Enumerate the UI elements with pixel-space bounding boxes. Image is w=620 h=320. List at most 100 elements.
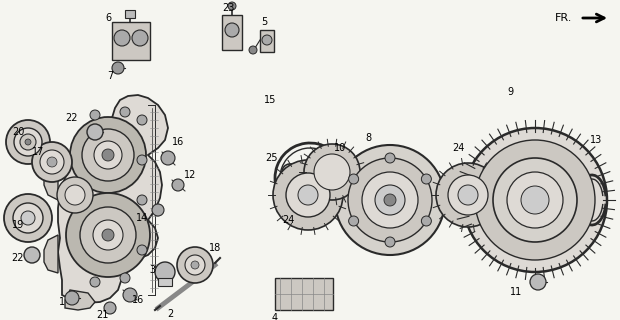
Circle shape <box>70 117 146 193</box>
Circle shape <box>362 172 418 228</box>
Circle shape <box>87 124 103 140</box>
Bar <box>260 30 274 52</box>
Circle shape <box>161 151 175 165</box>
Text: 19: 19 <box>12 220 24 230</box>
Circle shape <box>65 291 79 305</box>
Text: 13: 13 <box>590 135 602 145</box>
Circle shape <box>422 174 432 184</box>
Circle shape <box>137 195 147 205</box>
Circle shape <box>348 216 358 226</box>
Circle shape <box>137 115 147 125</box>
Text: 2: 2 <box>167 309 173 319</box>
Text: 16: 16 <box>172 137 184 147</box>
Circle shape <box>304 144 360 200</box>
Circle shape <box>314 154 350 190</box>
Circle shape <box>93 220 123 250</box>
Circle shape <box>120 107 130 117</box>
Circle shape <box>521 186 549 214</box>
Circle shape <box>152 204 164 216</box>
Circle shape <box>335 145 445 255</box>
Circle shape <box>114 30 130 46</box>
Circle shape <box>6 120 50 164</box>
Circle shape <box>375 185 405 215</box>
Circle shape <box>13 203 43 233</box>
Circle shape <box>155 262 175 282</box>
Text: 14: 14 <box>136 213 148 223</box>
Circle shape <box>137 155 147 165</box>
Circle shape <box>112 62 124 74</box>
Circle shape <box>25 139 31 145</box>
Circle shape <box>102 229 114 241</box>
Circle shape <box>458 185 478 205</box>
Text: 22: 22 <box>12 253 24 263</box>
Text: 11: 11 <box>510 287 522 297</box>
Text: 6: 6 <box>105 13 111 23</box>
Circle shape <box>80 207 136 263</box>
Circle shape <box>385 153 395 163</box>
Polygon shape <box>58 95 168 303</box>
Circle shape <box>82 129 134 181</box>
Text: 21: 21 <box>96 310 108 320</box>
Circle shape <box>225 23 239 37</box>
Circle shape <box>228 2 236 10</box>
Bar <box>112 22 150 60</box>
Circle shape <box>298 185 318 205</box>
Text: 17: 17 <box>32 147 44 157</box>
Circle shape <box>384 194 396 206</box>
Circle shape <box>4 194 52 242</box>
Circle shape <box>21 211 35 225</box>
Circle shape <box>262 35 272 45</box>
Circle shape <box>385 237 395 247</box>
Bar <box>158 278 172 286</box>
Circle shape <box>90 110 100 120</box>
Circle shape <box>102 149 114 161</box>
Text: 1: 1 <box>59 297 65 307</box>
Circle shape <box>137 245 147 255</box>
Circle shape <box>123 288 137 302</box>
Circle shape <box>463 128 607 272</box>
Polygon shape <box>44 155 58 200</box>
Circle shape <box>177 247 213 283</box>
Circle shape <box>57 177 93 213</box>
Circle shape <box>422 216 432 226</box>
Circle shape <box>348 174 358 184</box>
Text: 7: 7 <box>107 71 113 81</box>
Text: 3: 3 <box>149 265 155 275</box>
Circle shape <box>40 150 64 174</box>
Bar <box>125 10 135 18</box>
Circle shape <box>273 160 343 230</box>
Circle shape <box>120 273 130 283</box>
Circle shape <box>475 140 595 260</box>
Circle shape <box>286 173 330 217</box>
Text: 24: 24 <box>282 215 294 225</box>
Circle shape <box>172 179 184 191</box>
Text: 8: 8 <box>365 133 371 143</box>
Circle shape <box>436 163 500 227</box>
Text: 15: 15 <box>264 95 276 105</box>
Circle shape <box>507 172 563 228</box>
Circle shape <box>20 134 36 150</box>
Circle shape <box>90 277 100 287</box>
Circle shape <box>448 175 488 215</box>
Circle shape <box>493 158 577 242</box>
Text: 9: 9 <box>507 87 513 97</box>
Text: 22: 22 <box>66 113 78 123</box>
Polygon shape <box>65 290 95 310</box>
Text: 23: 23 <box>222 3 234 13</box>
Circle shape <box>65 185 85 205</box>
Circle shape <box>14 128 42 156</box>
Circle shape <box>94 141 122 169</box>
Text: 24: 24 <box>452 143 464 153</box>
Circle shape <box>47 157 57 167</box>
Circle shape <box>32 142 72 182</box>
Text: 4: 4 <box>272 313 278 320</box>
Circle shape <box>185 255 205 275</box>
Text: 18: 18 <box>209 243 221 253</box>
Circle shape <box>530 274 546 290</box>
Text: 25: 25 <box>266 153 278 163</box>
Circle shape <box>191 261 199 269</box>
Text: 12: 12 <box>184 170 196 180</box>
Circle shape <box>249 46 257 54</box>
Bar <box>222 15 242 50</box>
Text: 5: 5 <box>261 17 267 27</box>
